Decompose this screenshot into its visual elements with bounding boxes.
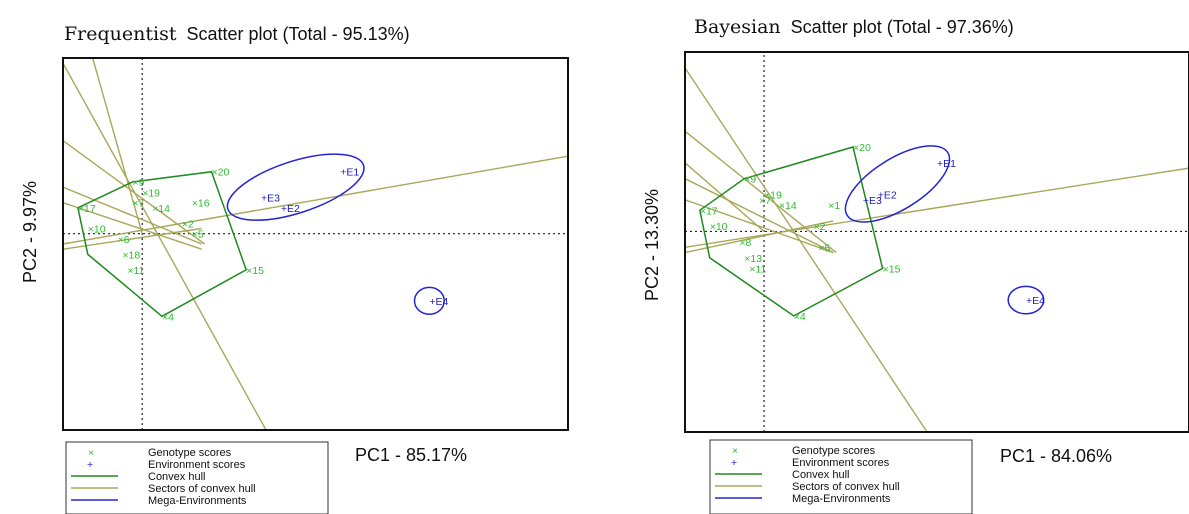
- frequentist-convex-hull: [77, 170, 248, 318]
- bayesian-genotype-point-4: ×4: [794, 311, 806, 323]
- bayesian-legend-genotype-scores-label: Genotype scores: [792, 445, 876, 457]
- bayesian-genotype-point-20: ×20: [853, 142, 871, 154]
- bayesian-genotype-point-1: ×1: [828, 200, 840, 212]
- bayesian-genotype-point-8: ×8: [739, 237, 751, 249]
- bayesian-plot-frame: [684, 51, 1189, 433]
- bayesian-genotype-point-7: ×7: [759, 195, 771, 207]
- bayesian-environment-point-E4: +E4: [1026, 295, 1045, 307]
- bayesian-genotype-point-9: ×9: [744, 174, 756, 186]
- frequentist-genotype-point-17: ×17: [78, 203, 96, 215]
- bayesian-environment-point-E1: +E1: [937, 158, 956, 170]
- frequentist-legend-environment-scores-label: Environment scores: [148, 459, 246, 471]
- bayesian-legend-sectors-of-convex-hull-label: Sectors of convex hull: [792, 481, 900, 493]
- bayesian-genotype-point-15: ×15: [883, 263, 901, 275]
- frequentist-plot-frame: [62, 57, 569, 431]
- bayesian-y-axis-label: PC2 - 13.30%: [642, 189, 662, 301]
- frequentist-sector-line-2: [63, 140, 206, 245]
- frequentist-genotype-point-9: ×9: [132, 177, 144, 189]
- bayesian-genotype-point-11: ×11: [749, 263, 766, 275]
- bayesian-environment-point-E3: +E3: [863, 195, 882, 207]
- bayesian-mega-environment-ellipse-1: [844, 145, 951, 223]
- frequentist-legend-genotype-marker: ×: [88, 447, 94, 459]
- bayesian-legend-mega-environments-label: Mega-Environments: [792, 493, 891, 505]
- frequentist-title: Frequentist Scatter plot (Total - 95.13%…: [64, 23, 410, 45]
- frequentist-panel: Frequentist Scatter plot (Total - 95.13%…: [20, 23, 467, 465]
- frequentist-genotype-point-15: ×15: [246, 265, 264, 277]
- frequentist-mega-environment-ellipse-2: [413, 286, 445, 316]
- bayesian-environment-point-E2: +E2: [878, 190, 897, 202]
- bayesian-plot-content: ×20 ×9 ×19×7 ×14 ×1×2 ×5 ×17 ×10 ×8 ×13×11 ×15 ×4 +E…: [685, 52, 1189, 432]
- frequentist-legend-box: [65, 441, 329, 514]
- frequentist-genotype-point-2: ×2: [182, 218, 194, 230]
- bayesian-genotype-point-2: ×2: [813, 221, 825, 233]
- bayesian-mega-environment-ellipse-2: [1007, 285, 1045, 315]
- frequentist-sector-line-7: [92, 58, 143, 234]
- frequentist-plot-area: ×20 ×9×19×7 ×14 ×16 ×2×5 ×17 ×10 ×6 ×18 ×11 ×15 ×4 +…: [62, 57, 569, 431]
- frequentist-legend-genotype-scores-label: Genotype scores: [148, 447, 232, 459]
- frequentist-legend-environment-marker: +: [87, 459, 93, 471]
- frequentist-genotype-point-18: ×18: [122, 249, 140, 261]
- bayesian-sector-line-2: [685, 130, 837, 254]
- frequentist-legend: × Genotype scores + Environment scoresConve…: [65, 441, 329, 514]
- frequentist-genotype-point-14: ×14: [152, 203, 170, 215]
- frequentist-genotype-point-20: ×20: [212, 167, 230, 179]
- bayesian-legend: × Genotype scores + Environment scoresConve…: [709, 439, 973, 514]
- frequentist-environment-point-E1: +E1: [340, 167, 359, 179]
- bayesian-title: Bayesian Scatter plot (Total - 97.36%): [694, 16, 1014, 38]
- frequentist-environment-point-E2: +E2: [281, 203, 300, 215]
- frequentist-legend-mega-environments-label: Mega-Environments: [148, 495, 247, 507]
- bayesian-genotype-point-17: ×17: [700, 205, 718, 217]
- bayesian-legend-environment-scores-label: Environment scores: [792, 457, 890, 469]
- bayesian-sector-line-5: [685, 220, 834, 254]
- bayesian-genotype-point-10: ×10: [710, 221, 728, 233]
- bayesian-plot-area: ×20 ×9 ×19×7 ×14 ×1×2 ×5 ×17 ×10 ×8 ×13×11 ×15 ×4 +E…: [684, 51, 1189, 433]
- bayesian-legend-convex-hull-label: Convex hull: [792, 469, 849, 481]
- frequentist-title-main: Frequentist: [64, 23, 177, 45]
- bayesian-sector-line-7: [685, 162, 765, 232]
- frequentist-genotype-point-4: ×4: [162, 311, 174, 323]
- bayesian-convex-hull: [698, 146, 884, 317]
- bayesian-legend-genotype-marker: ×: [732, 445, 738, 457]
- frequentist-genotype-point-6: ×6: [117, 234, 129, 246]
- bayesian-sector-line-6: [685, 167, 1189, 248]
- bayesian-legend-box: [709, 439, 973, 514]
- frequentist-genotype-point-19: ×19: [142, 187, 160, 199]
- bayesian-sector-line-3: [685, 178, 834, 254]
- frequentist-y-axis-label: PC2 - 9.97%: [20, 181, 40, 283]
- bayesian-sector-line-1: [685, 67, 928, 432]
- bayesian-title-sub: Scatter plot (Total - 97.36%): [791, 17, 1014, 37]
- frequentist-sector-line-3: [63, 186, 202, 245]
- bayesian-genotype-point-13: ×13: [744, 253, 762, 265]
- bayesian-x-axis-label: PC1 - 84.06%: [1000, 446, 1112, 466]
- frequentist-sector-line-4: [63, 202, 202, 250]
- frequentist-genotype-point-10: ×10: [88, 224, 106, 236]
- frequentist-genotype-point-11: ×11: [127, 265, 144, 277]
- bayesian-genotype-point-14: ×14: [779, 200, 797, 212]
- frequentist-genotype-point-5: ×5: [192, 229, 204, 241]
- frequentist-x-axis-label: PC1 - 85.17%: [355, 445, 467, 465]
- frequentist-plot-content: ×20 ×9×19×7 ×14 ×16 ×2×5 ×17 ×10 ×6 ×18 ×11 ×15 ×4 +…: [63, 58, 568, 430]
- bayesian-genotype-point-19: ×19: [764, 190, 782, 202]
- frequentist-genotype-point-16: ×16: [192, 198, 210, 210]
- bayesian-legend-environment-marker: +: [731, 457, 737, 469]
- bayesian-panel: Bayesian Scatter plot (Total - 97.36%) P…: [642, 16, 1112, 466]
- frequentist-mega-environment-ellipse-1: [226, 153, 365, 221]
- frequentist-title-sub: Scatter plot (Total - 95.13%): [187, 24, 410, 44]
- frequentist-legend-convex-hull-label: Convex hull: [148, 471, 205, 483]
- bayesian-sector-line-4: [685, 199, 834, 254]
- frequentist-genotype-point-7: ×7: [132, 198, 144, 210]
- bayesian-genotype-point-5: ×5: [818, 242, 830, 254]
- frequentist-environment-point-E3: +E3: [261, 193, 280, 205]
- bayesian-title-main: Bayesian: [694, 16, 781, 38]
- frequentist-sector-line-1: [63, 62, 267, 430]
- frequentist-environment-point-E4: +E4: [429, 296, 448, 308]
- frequentist-legend-sectors-of-convex-hull-label: Sectors of convex hull: [148, 483, 256, 495]
- frequentist-sector-line-6: [63, 155, 568, 245]
